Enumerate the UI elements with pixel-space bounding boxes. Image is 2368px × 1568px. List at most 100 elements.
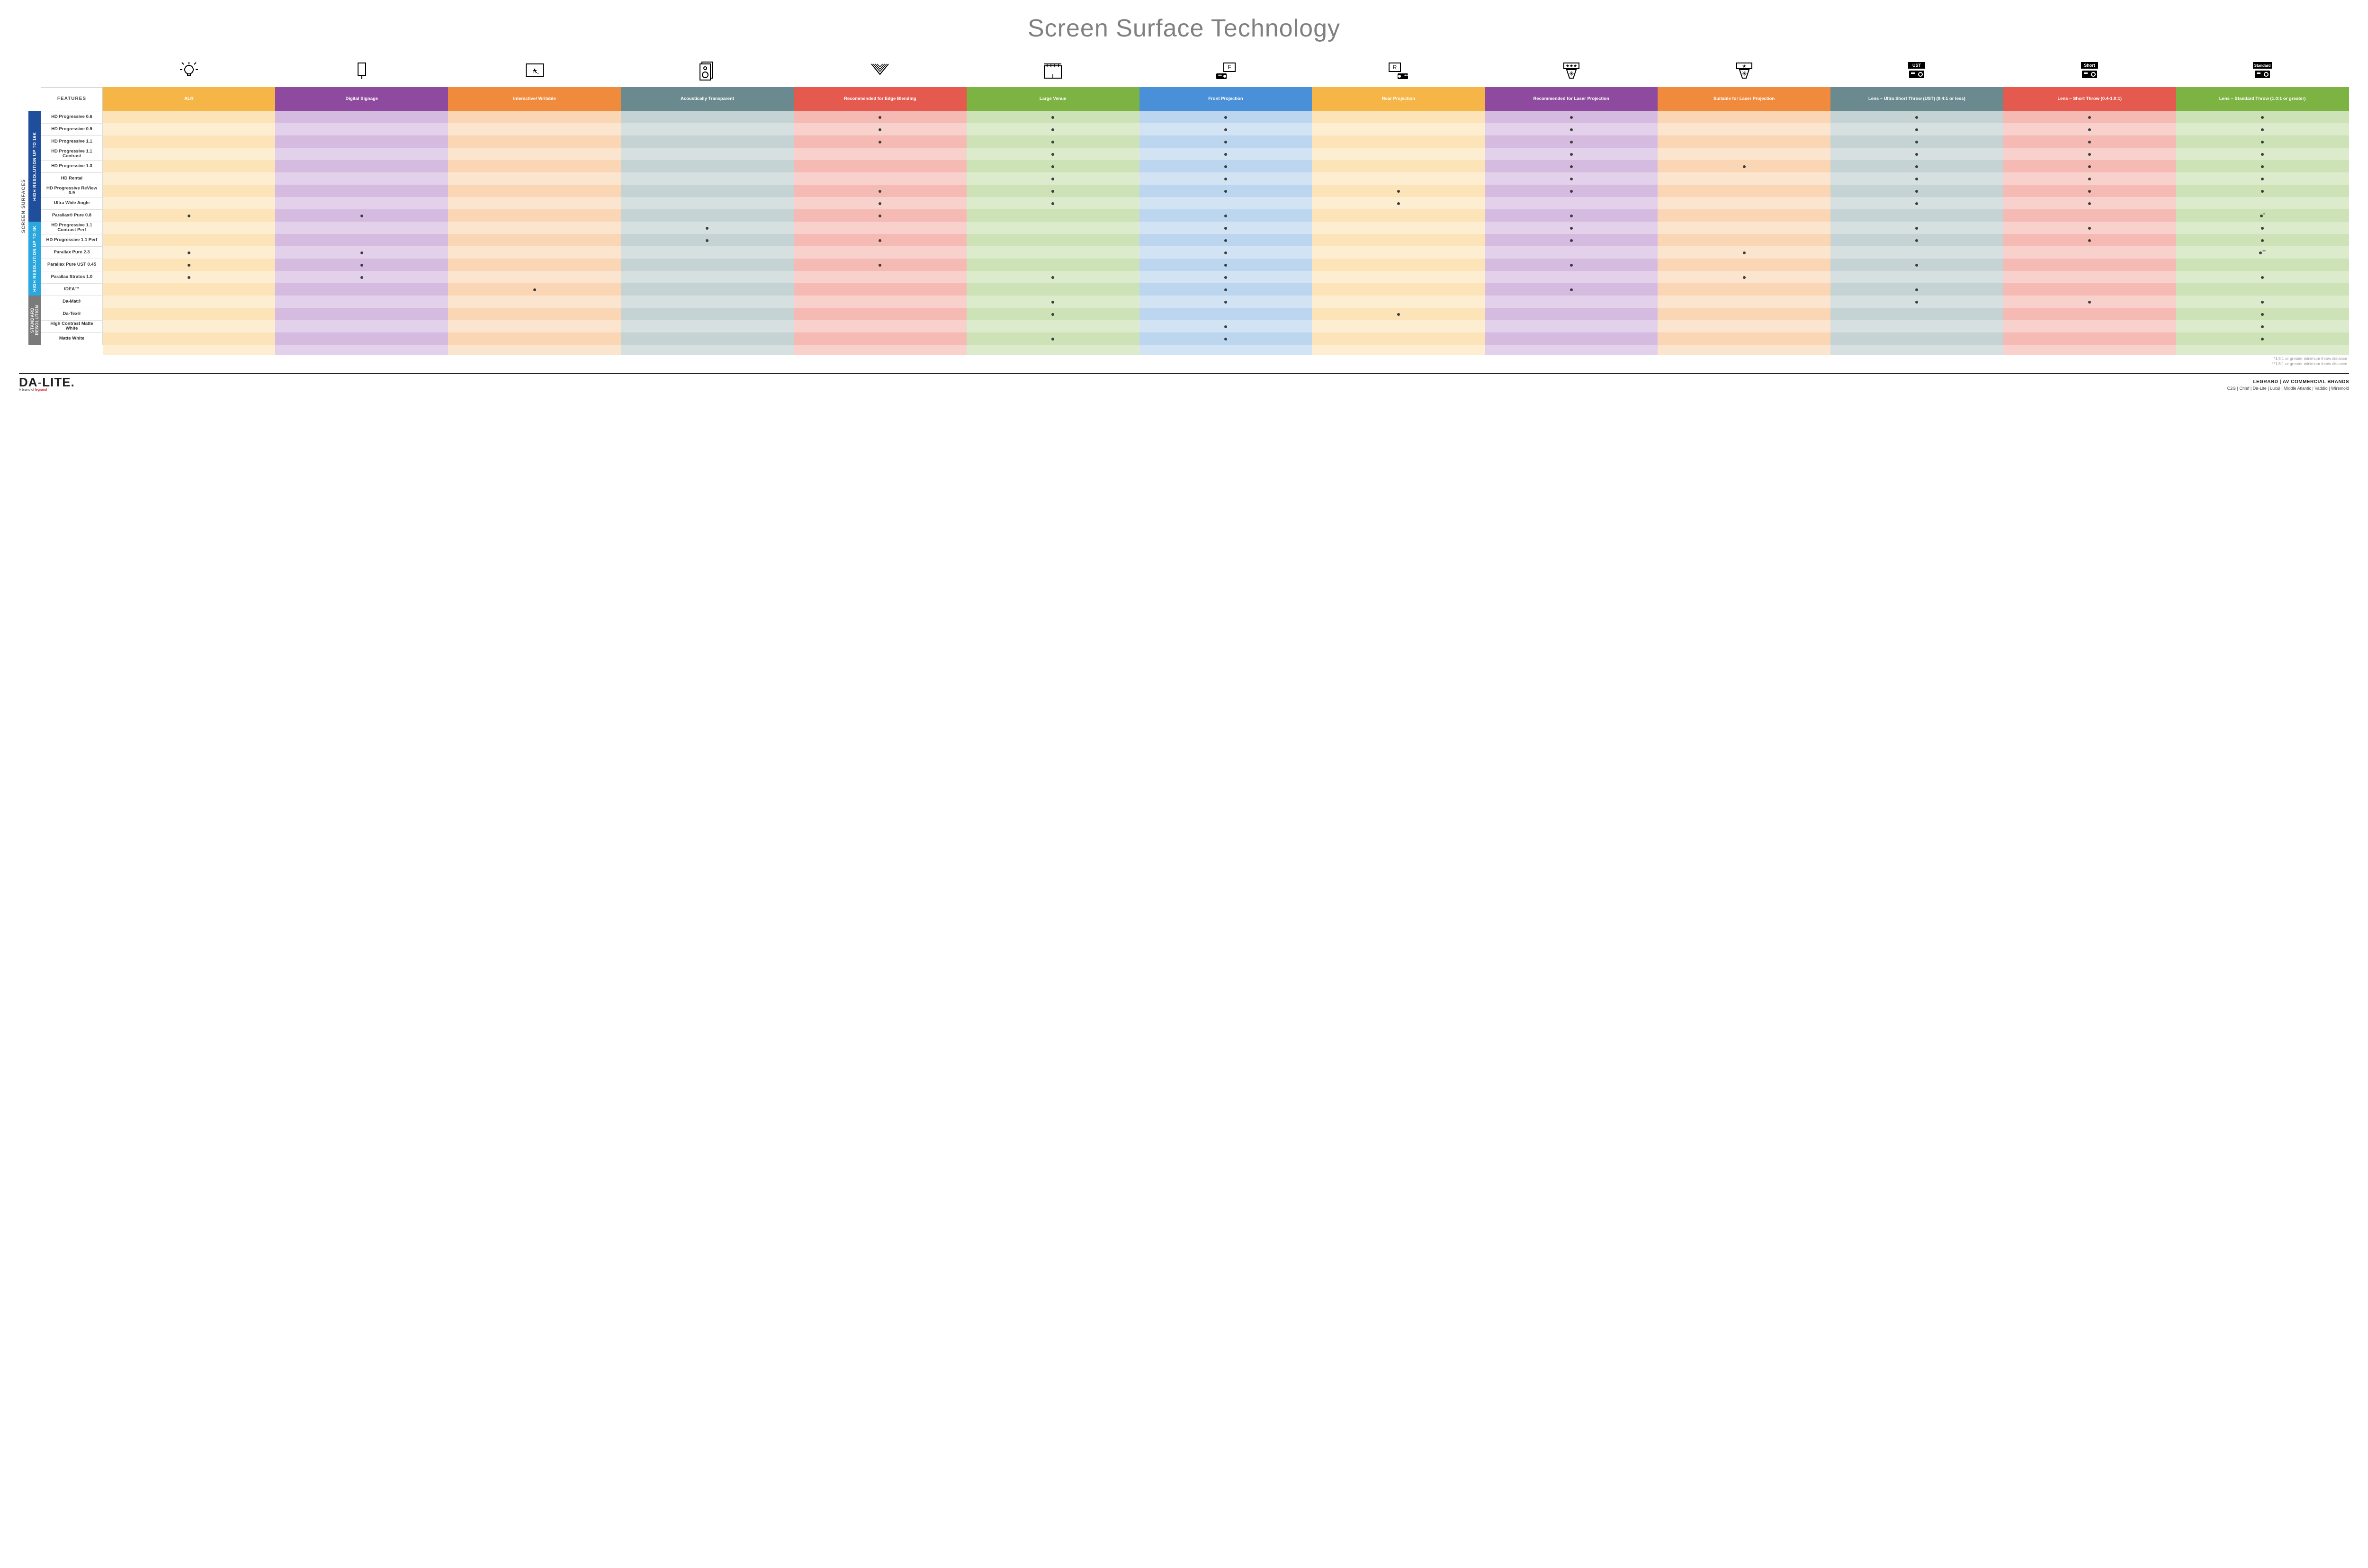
cell-1-11 (2003, 123, 2176, 135)
cell-3-0 (103, 148, 276, 160)
bulb-icon (103, 57, 276, 87)
cell-10-11 (2003, 234, 2176, 246)
col-header-6: Front Projection (1139, 87, 1312, 111)
cell-14-12 (2176, 283, 2349, 296)
cell-14-5 (967, 283, 1139, 296)
group-label-2: STANDARD RESOLUTION (28, 296, 41, 345)
cell-3-9 (1658, 148, 1830, 160)
cell-14-2 (448, 283, 621, 296)
footnote-2: **1.8:1 or greater minimum throw distanc… (19, 361, 2347, 367)
cell-12-0 (103, 259, 276, 271)
cell-17-6 (1139, 320, 1312, 332)
cell-2-6 (1139, 135, 1312, 148)
cell-18-12 (2176, 332, 2349, 345)
cell-9-3 (621, 222, 794, 234)
cell-10-9 (1658, 234, 1830, 246)
cell-5-3 (621, 172, 794, 185)
touch-icon (448, 57, 621, 87)
features-header: FEATURES (41, 87, 103, 111)
row-label-8: Parallax® Pure 0.8 (41, 209, 103, 222)
cell-6-10 (1830, 185, 2003, 197)
cell-13-10 (1830, 271, 2003, 283)
cell-14-9 (1658, 283, 1830, 296)
cell-3-10 (1830, 148, 2003, 160)
cell-0-12 (2176, 111, 2349, 123)
cell-15-7 (1312, 296, 1485, 308)
cell-7-10 (1830, 197, 2003, 209)
cell-18-11 (2003, 332, 2176, 345)
cell-1-9 (1658, 123, 1830, 135)
cell-0-9 (1658, 111, 1830, 123)
cell-6-7 (1312, 185, 1485, 197)
cell-11-9 (1658, 246, 1830, 259)
brands-heading: LEGRAND | AV COMMERCIAL BRANDS (2227, 378, 2349, 385)
cell-10-2 (448, 234, 621, 246)
cell-15-10 (1830, 296, 2003, 308)
cell-16-12 (2176, 308, 2349, 320)
cell-1-8 (1485, 123, 1658, 135)
col-header-9: Suitable for Laser Projection (1658, 87, 1830, 111)
cell-15-8 (1485, 296, 1658, 308)
cell-9-7 (1312, 222, 1485, 234)
cell-13-6 (1139, 271, 1312, 283)
cell-10-12 (2176, 234, 2349, 246)
cell-12-7 (1312, 259, 1485, 271)
col-header-4: Recommended for Edge Blending (794, 87, 967, 111)
cell-9-6 (1139, 222, 1312, 234)
cell-15-2 (448, 296, 621, 308)
cell-6-2 (448, 185, 621, 197)
svg-text:★★★: ★★★ (1566, 63, 1577, 68)
cell-7-11 (2003, 197, 2176, 209)
cell-6-9 (1658, 185, 1830, 197)
cell-4-7 (1312, 160, 1485, 172)
cell-8-3 (621, 209, 794, 222)
short-icon: Short (2003, 57, 2176, 87)
cell-16-3 (621, 308, 794, 320)
cell-3-6 (1139, 148, 1312, 160)
cell-12-5 (967, 259, 1139, 271)
cell-0-3 (621, 111, 794, 123)
cell-8-9 (1658, 209, 1830, 222)
dalite-logo: DA-LITE. (19, 376, 75, 388)
cell-1-1 (275, 123, 448, 135)
cell-5-2 (448, 172, 621, 185)
cell-14-4 (794, 283, 967, 296)
row-label-6: HD Progressive ReView 0.9 (41, 185, 103, 197)
cell-11-2 (448, 246, 621, 259)
row-label-4: HD Progressive 1.3 (41, 160, 103, 172)
cell-12-1 (275, 259, 448, 271)
cell-15-6 (1139, 296, 1312, 308)
cell-2-3 (621, 135, 794, 148)
cell-14-3 (621, 283, 794, 296)
cell-8-11 (2003, 209, 2176, 222)
svg-text:UST: UST (1912, 63, 1921, 68)
cell-18-4 (794, 332, 967, 345)
row-label-7: Ultra Wide Angle (41, 197, 103, 209)
cell-5-5 (967, 172, 1139, 185)
cell-0-1 (275, 111, 448, 123)
cell-17-11 (2003, 320, 2176, 332)
cell-17-12 (2176, 320, 2349, 332)
svg-text:✳: ✳ (1569, 70, 1574, 77)
cell-10-3 (621, 234, 794, 246)
cell-14-8 (1485, 283, 1658, 296)
cell-16-10 (1830, 308, 2003, 320)
row-label-10: HD Progressive 1.1 Perf (41, 234, 103, 246)
cell-4-8 (1485, 160, 1658, 172)
cell-7-4 (794, 197, 967, 209)
row-label-0: HD Progressive 0.6 (41, 111, 103, 123)
cell-3-5 (967, 148, 1139, 160)
cell-7-3 (621, 197, 794, 209)
cell-10-10 (1830, 234, 2003, 246)
cell-1-12 (2176, 123, 2349, 135)
cell-18-0 (103, 332, 276, 345)
screen-surfaces-label: SCREEN SURFACES (19, 57, 28, 355)
group-labels-column: HIGH RESOLUTION UP TO 16KHIGH RESOLUTION… (28, 57, 41, 355)
cell-0-5 (967, 111, 1139, 123)
cell-16-5 (967, 308, 1139, 320)
cell-15-12 (2176, 296, 2349, 308)
cell-11-4 (794, 246, 967, 259)
cell-9-11 (2003, 222, 2176, 234)
cell-1-7 (1312, 123, 1485, 135)
cell-17-7 (1312, 320, 1485, 332)
